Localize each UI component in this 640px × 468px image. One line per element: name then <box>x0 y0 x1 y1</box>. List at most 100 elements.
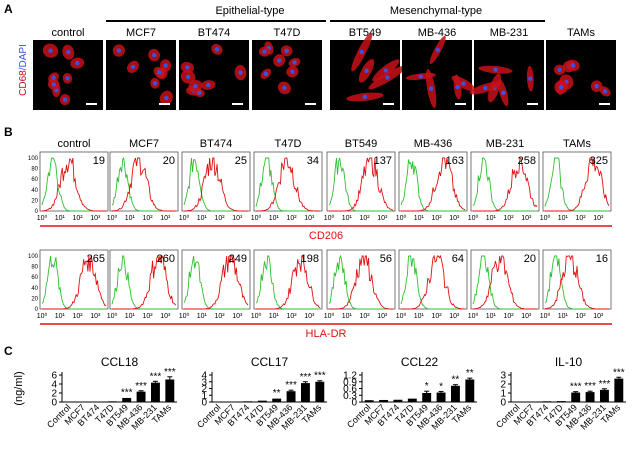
histogram-x-tick: 10² <box>503 215 514 222</box>
y-tick-label: 0 <box>51 398 57 409</box>
bar-chart-ccl18: CCL180246(ng/ml)ControlMCF7BT474T47D***B… <box>13 355 177 432</box>
stained-curve <box>401 157 466 212</box>
cell-nucleus <box>483 85 488 91</box>
histogram-y-tick: 80 <box>31 167 38 173</box>
y-tick-label: 3 <box>500 371 506 382</box>
significance-marker: ** <box>273 388 281 399</box>
cell-nucleus <box>185 74 191 80</box>
panel-a-ylabel: CD68/DAPI <box>18 44 29 96</box>
significance-marker: *** <box>164 367 176 378</box>
histogram-x-tick: 10² <box>431 215 442 222</box>
stained-curve <box>112 254 177 310</box>
bar-chart-il10: IL-100123ControlMCF7BT474T47D***BT549***… <box>494 355 626 432</box>
stained-curve <box>42 157 106 212</box>
histogram-x-tick: 10⁰ <box>396 312 407 320</box>
mfi-value: 258 <box>518 155 536 167</box>
y-tick-label: 1 <box>201 391 207 402</box>
cell-nucleus <box>559 84 564 90</box>
histogram-y-tick: 20 <box>31 198 38 204</box>
bar <box>542 401 552 402</box>
stained-curve <box>111 157 176 212</box>
histogram-x-tick: 10³ <box>449 313 460 320</box>
significance-marker: *** <box>285 380 297 391</box>
panel-b-letter: B <box>4 125 13 139</box>
cell-nucleus <box>435 47 440 53</box>
micrograph-tile <box>469 40 544 110</box>
bar <box>599 389 609 402</box>
significance-marker: ** <box>466 368 474 379</box>
y-tick-label: 2 <box>51 389 57 400</box>
histogram-x-tick: 10¹ <box>342 215 353 222</box>
significance-marker: * <box>439 381 443 392</box>
histogram-y-tick: 40 <box>31 188 38 194</box>
bar-chart-ccl22: CCL2200.30.60.91.2ControlMCF7BT474T47D*B… <box>343 355 477 432</box>
histogram-x-tick: 10³ <box>521 313 532 320</box>
bar <box>528 401 538 403</box>
significance-marker: *** <box>121 387 133 398</box>
mfi-value: 163 <box>446 155 464 167</box>
bar <box>243 401 253 402</box>
bar <box>122 397 132 402</box>
isotype-curve <box>328 157 393 212</box>
histogram-hladr-mb231: 20 <box>470 249 540 310</box>
cell-nucleus <box>157 70 162 75</box>
micrograph-condition-label: MCF7 <box>126 27 156 39</box>
histogram-y-tick: 100 <box>28 156 39 162</box>
histogram-x-tick: 10¹ <box>55 313 66 320</box>
histogram-x-tick: 10² <box>359 313 370 320</box>
mfi-value: 249 <box>229 253 247 265</box>
cell-nucleus <box>428 86 434 91</box>
histogram-x-tick: 10³ <box>232 313 243 320</box>
cell-nucleus <box>164 95 169 101</box>
cell-nucleus <box>292 60 297 65</box>
histogram-x-tick: 10³ <box>593 215 604 222</box>
histogram-x-tick: 10¹ <box>414 215 425 222</box>
bar <box>286 391 296 402</box>
histogram-y-tick: 0 <box>35 209 39 215</box>
cell-nucleus <box>262 49 267 54</box>
cell-nucleus <box>290 69 295 74</box>
y-tick-label: 0 <box>351 398 357 409</box>
histogram-x-tick: 10⁰ <box>324 312 335 320</box>
cell-nucleus <box>152 81 158 86</box>
histogram-hladr-control: 265 <box>39 249 109 310</box>
y-tick-label: 0 <box>500 398 506 409</box>
cell-nucleus <box>193 83 198 89</box>
stained-curve <box>401 254 466 310</box>
y-tick-label: 4 <box>201 371 207 382</box>
cell-nucleus <box>51 82 56 87</box>
y-tick-label: 0 <box>201 398 207 409</box>
cell-nucleus <box>461 81 466 86</box>
isotype-curve <box>183 255 248 310</box>
isotype-curve <box>255 255 320 310</box>
histogram-x-tick: 10⁰ <box>179 312 190 320</box>
histogram-cd206-bt549: 137 <box>326 151 396 212</box>
cd206-label: CD206 <box>309 230 343 242</box>
hladr-label: HLA-DR <box>306 328 347 340</box>
bar <box>64 401 74 403</box>
histogram-cd206-t47d: 34 <box>253 151 323 212</box>
y-tick-label: 0.9 <box>343 377 357 388</box>
histogram-x-tick: 10² <box>72 215 83 222</box>
bar <box>165 379 175 402</box>
cell-nucleus <box>557 67 562 73</box>
micrograph-background <box>546 40 616 110</box>
bar <box>136 391 146 402</box>
histogram-x-tick: 10¹ <box>342 313 353 320</box>
bar <box>585 392 595 402</box>
mfi-value: 198 <box>301 253 319 265</box>
isotype-curve <box>400 159 465 212</box>
histogram-x-tick: 10⁰ <box>540 312 551 320</box>
histogram-y-tick: 80 <box>31 265 38 271</box>
stained-curve <box>545 156 610 212</box>
cell-nucleus <box>263 71 269 77</box>
cell-nucleus <box>197 90 202 96</box>
significance-marker: *** <box>599 379 611 390</box>
cell-nucleus <box>418 74 424 79</box>
histogram-x-tick: 10² <box>431 313 442 320</box>
bar <box>571 392 581 402</box>
mfi-value: 265 <box>87 253 105 265</box>
histogram-x-tick: 10⁰ <box>37 214 48 222</box>
cell-nucleus <box>501 90 506 96</box>
